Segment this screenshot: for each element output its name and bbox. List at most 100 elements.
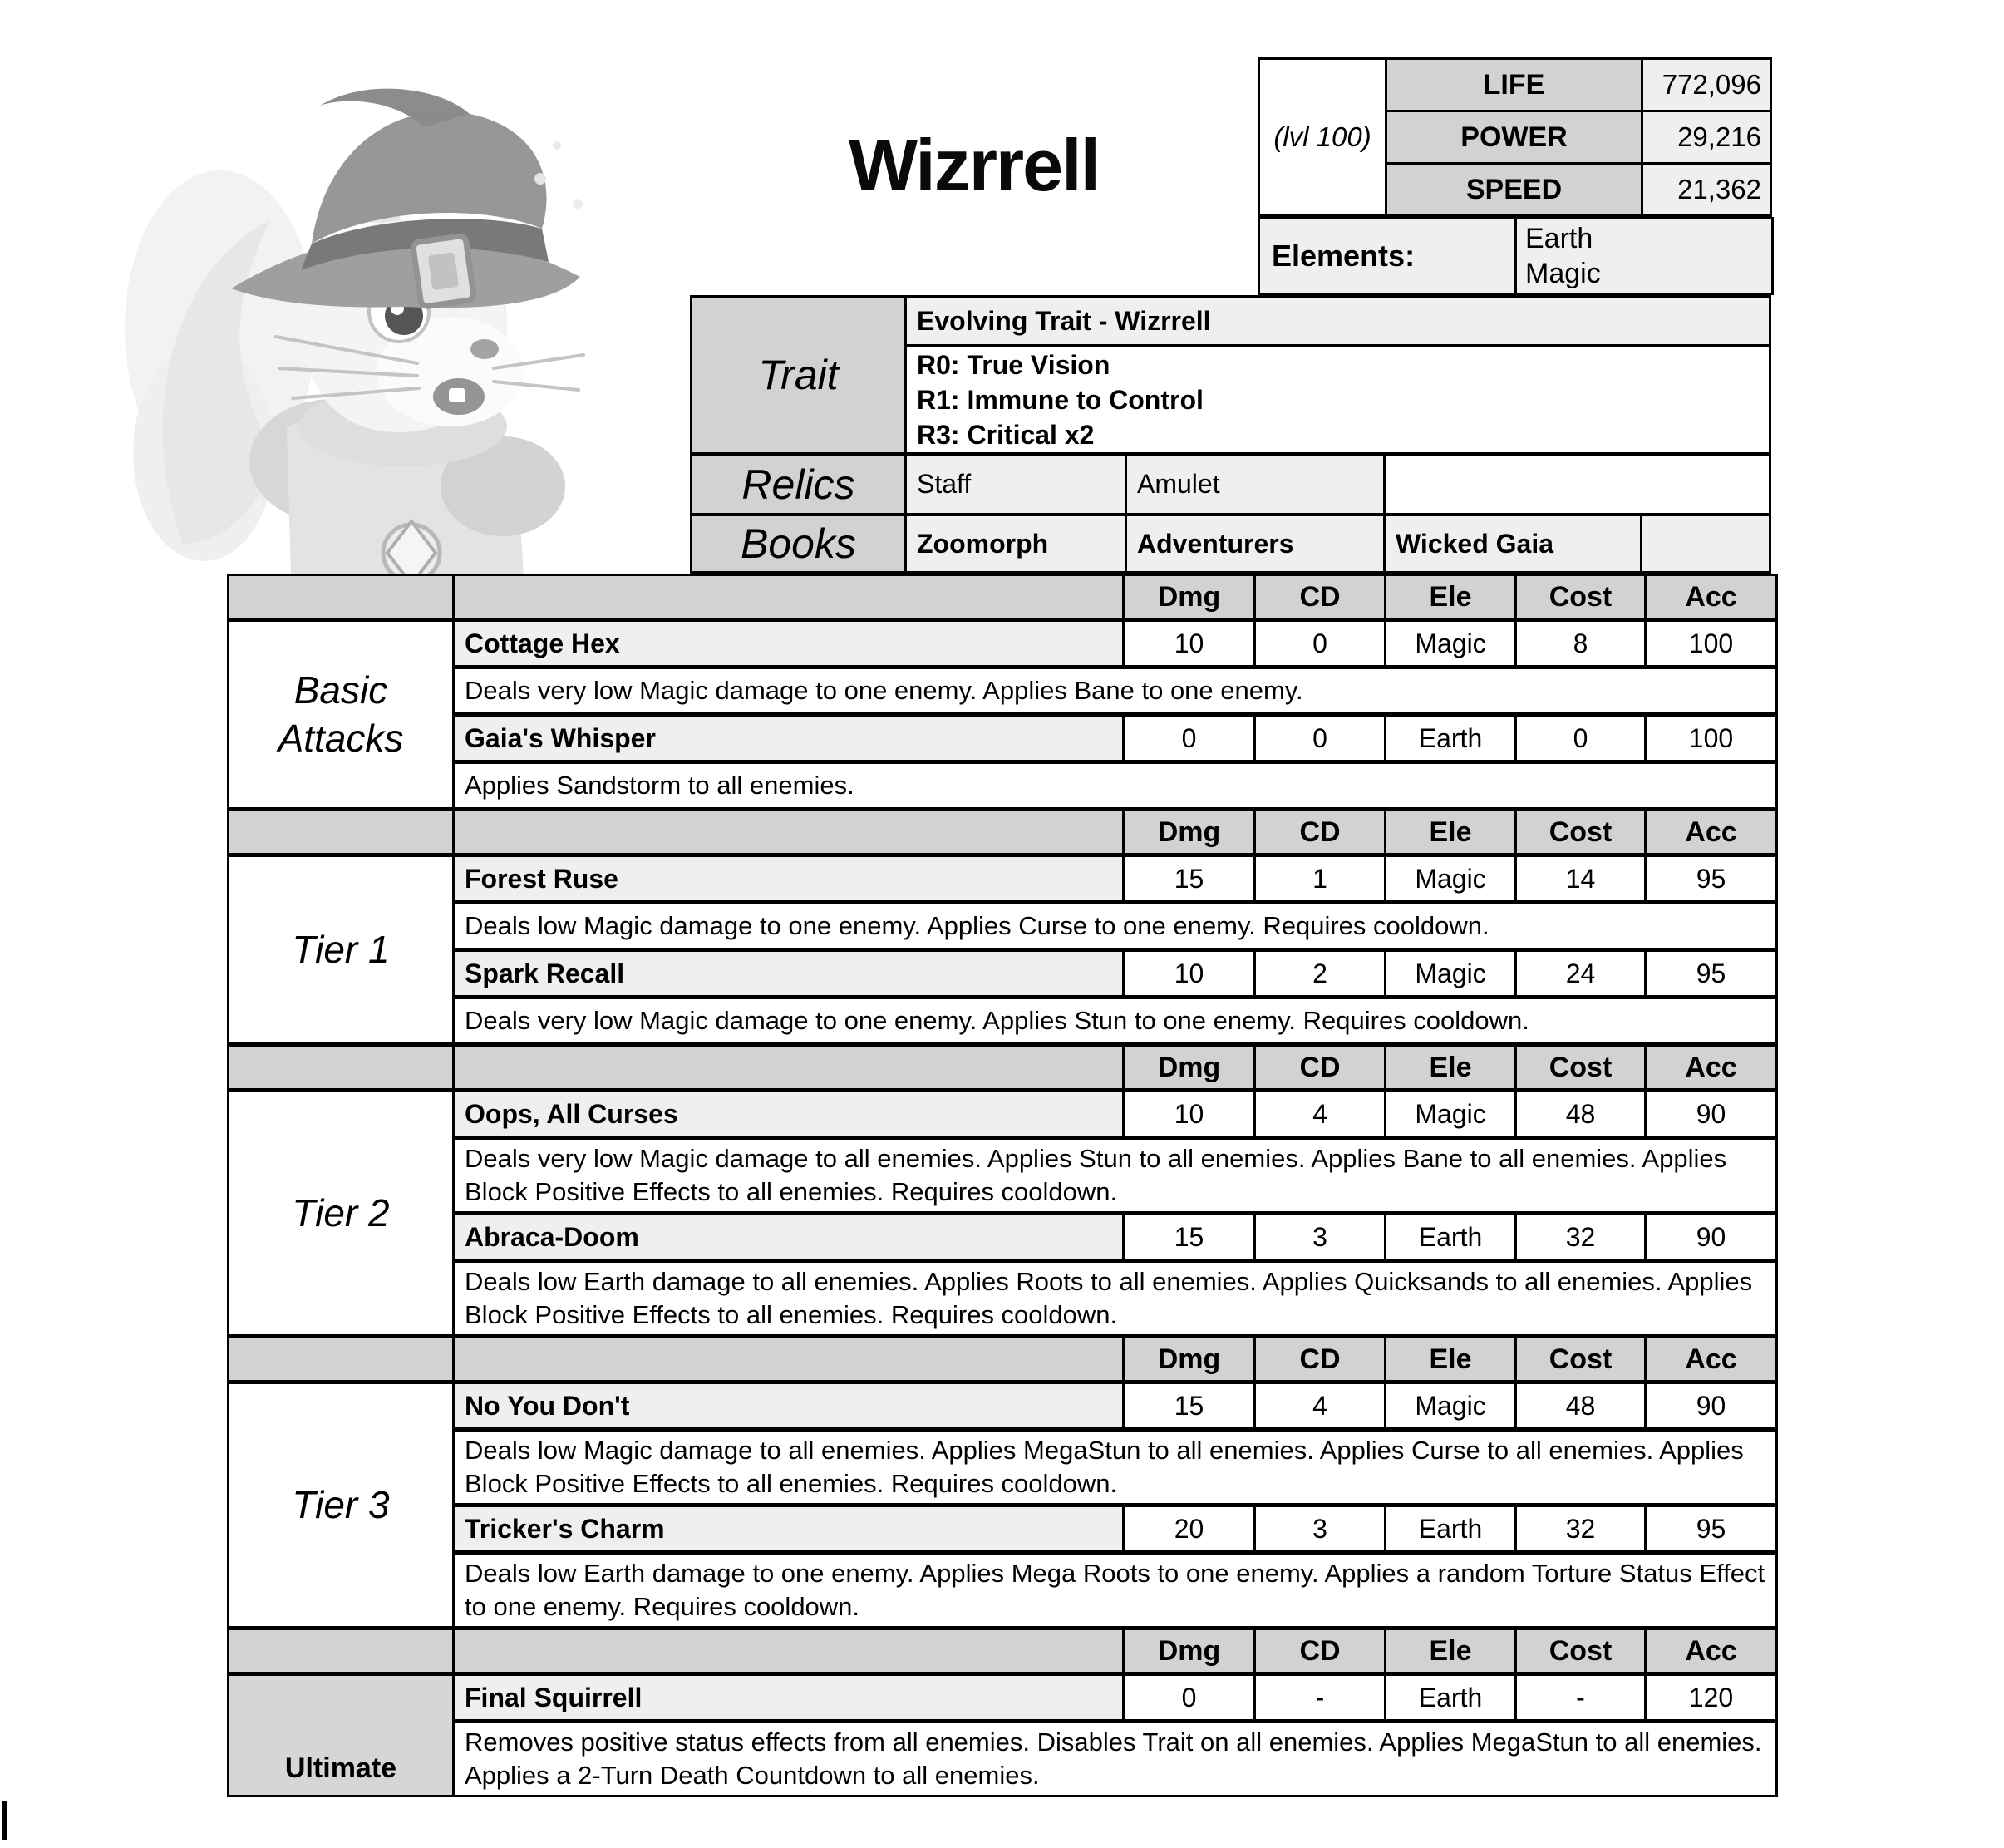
skill-ele: Earth [1386,1676,1514,1719]
relic-slot-amulet: Amulet [1127,456,1383,513]
skill-name: Abraca-Doom [455,1215,1122,1259]
column-header-cd: CD [1256,1047,1384,1088]
section-label-ultimate: Ultimate [229,1676,452,1795]
cursor-artifact [2,1801,7,1840]
skill-ele: Earth [1386,1507,1514,1550]
header-blank [455,1047,1122,1088]
skill-cd: - [1256,1676,1384,1719]
skill-cost: 0 [1517,717,1644,760]
books-row-label: Books [692,516,904,571]
skill-cd: 0 [1256,622,1384,665]
skill-description: Deals very low Magic damage to one enemy… [455,669,1775,712]
skill-name: Gaia's Whisper [455,717,1122,760]
skill-acc: 120 [1647,1676,1775,1719]
element-magic: Magic [1525,258,1601,289]
column-header-dmg: Dmg [1125,811,1253,853]
skill-dmg: 15 [1125,857,1253,900]
column-header-cost: Cost [1517,811,1644,853]
column-header-acc: Acc [1647,1338,1775,1380]
column-header-cost: Cost [1517,576,1644,618]
trait-rank-0: R0: True Vision [917,350,1110,380]
column-header-cost: Cost [1517,1338,1644,1380]
column-header-acc: Acc [1647,1630,1775,1672]
skills-table: Dmg CD Ele Cost Acc Basic Attacks Cottag… [227,574,1778,1797]
column-header-dmg: Dmg [1125,1047,1253,1088]
elements-label: Elements: [1260,219,1514,293]
skill-name: No You Don't [455,1384,1122,1427]
skill-cost: 24 [1517,952,1644,995]
column-header-cost: Cost [1517,1047,1644,1088]
stat-value-power: 29,216 [1643,112,1770,162]
elements-value: Earth Magic [1517,219,1771,293]
skill-description: Applies Sandstorm to all enemies. [455,764,1775,807]
book-slot-wicked-gaia: Wicked Gaia [1386,516,1640,571]
section-label-tier-2: Tier 2 [229,1092,452,1334]
skill-cd: 2 [1256,952,1384,995]
section-label-basic-attacks: Basic Attacks [229,622,452,807]
skill-description: Deals low Magic damage to one enemy. App… [455,904,1775,948]
relics-row-label: Relics [692,456,904,513]
skill-dmg: 20 [1125,1507,1253,1550]
column-header-dmg: Dmg [1125,576,1253,618]
book-slot-adventurers: Adventurers [1127,516,1383,571]
column-header-acc: Acc [1647,1047,1775,1088]
skill-ele: Magic [1386,622,1514,665]
column-header-dmg: Dmg [1125,1338,1253,1380]
skill-description: Deals very low Magic damage to all enemi… [455,1140,1775,1211]
header-blank [229,1047,452,1088]
skill-dmg: 0 [1125,1676,1253,1719]
trait-relics-books-table: Trait Evolving Trait - Wizrrell R0: True… [690,295,1771,574]
character-image [125,62,698,588]
header-blank [229,576,452,618]
skill-acc: 90 [1647,1384,1775,1427]
skill-description: Removes positive status effects from all… [455,1723,1775,1795]
skill-description: Deals low Earth damage to all enemies. A… [455,1263,1775,1334]
trait-row-label: Trait [692,298,904,452]
stat-label-speed: SPEED [1387,165,1641,214]
skill-acc: 95 [1647,857,1775,900]
column-header-ele: Ele [1386,1338,1514,1380]
trait-rank-2: R3: Critical x2 [917,420,1095,450]
column-header-ele: Ele [1386,1630,1514,1672]
skill-dmg: 10 [1125,622,1253,665]
skill-cost: 14 [1517,857,1644,900]
skill-ele: Earth [1386,717,1514,760]
skill-ele: Magic [1386,1092,1514,1136]
skill-cost: 48 [1517,1092,1644,1136]
level-label: (lvl 100) [1260,60,1385,214]
trait-rank-1: R1: Immune to Control [917,385,1204,415]
stat-value-life: 772,096 [1643,60,1770,110]
skill-cd: 0 [1256,717,1384,760]
element-earth: Earth [1525,223,1593,254]
skill-name: Cottage Hex [455,622,1122,665]
header-blank [229,1630,452,1672]
skill-name: Spark Recall [455,952,1122,995]
skill-cd: 4 [1256,1092,1384,1136]
header-blank [229,1338,452,1380]
skill-cd: 3 [1256,1507,1384,1550]
page-title: Wizrrell [848,124,1100,206]
column-header-ele: Ele [1386,576,1514,618]
relic-slot-empty [1386,456,1769,513]
column-header-ele: Ele [1386,1047,1514,1088]
stats-table: (lvl 100) LIFE 772,096 POWER 29,216 SPEE… [1258,57,1772,217]
skill-cost: - [1517,1676,1644,1719]
skill-name: Final Squirrell [455,1676,1122,1719]
column-header-cd: CD [1256,1630,1384,1672]
skill-cost: 32 [1517,1507,1644,1550]
skill-description: Deals low Earth damage to one enemy. App… [455,1555,1775,1626]
skill-cd: 1 [1256,857,1384,900]
column-header-acc: Acc [1647,811,1775,853]
skill-cd: 3 [1256,1215,1384,1259]
skill-ele: Earth [1386,1215,1514,1259]
skill-dmg: 10 [1125,1092,1253,1136]
skill-cd: 4 [1256,1384,1384,1427]
header-blank [455,811,1122,853]
skill-ele: Magic [1386,952,1514,995]
skill-ele: Magic [1386,857,1514,900]
header-blank [455,1630,1122,1672]
section-label-tier-3: Tier 3 [229,1384,452,1626]
book-slot-zoomorph: Zoomorph [907,516,1125,571]
skill-acc: 95 [1647,952,1775,995]
skill-acc: 100 [1647,622,1775,665]
